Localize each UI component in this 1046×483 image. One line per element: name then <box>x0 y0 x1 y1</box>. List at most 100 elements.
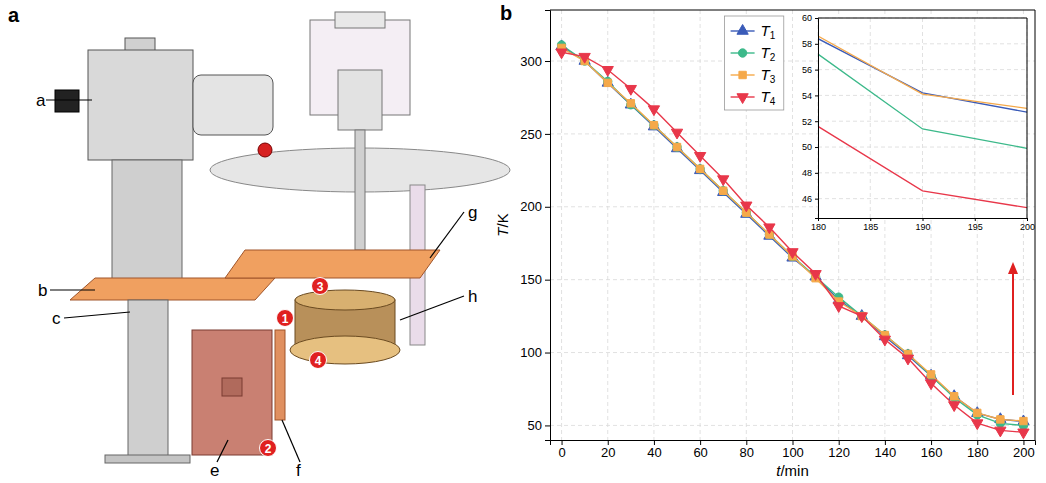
grid-line-y <box>818 43 1027 44</box>
series-marker <box>556 49 567 59</box>
x-tick-label: 180 <box>967 445 989 460</box>
x-tick: 0 <box>558 440 565 460</box>
legend: T1T2T3T4 <box>725 16 784 110</box>
series-marker <box>972 407 983 417</box>
series-marker <box>696 165 703 172</box>
x-axis-title: t/min <box>776 462 809 479</box>
frame-top <box>550 10 1035 11</box>
connector <box>55 90 79 112</box>
pointer-arrow-head <box>1008 262 1018 274</box>
x-tick-label: 60 <box>693 445 707 460</box>
series-marker <box>972 420 983 430</box>
actuator-cylinder <box>338 70 382 130</box>
y-tick: 200 <box>520 199 550 214</box>
series-line <box>818 54 1027 148</box>
y-tick-mark <box>815 121 818 122</box>
x-tick-mark <box>1027 218 1028 221</box>
x-tick-label: 190 <box>915 222 930 232</box>
grid <box>818 18 1027 218</box>
y-tick-mark <box>815 199 818 200</box>
grid-line-y <box>818 172 1027 173</box>
series-marker <box>625 85 636 95</box>
x-tick: 200 <box>1013 440 1035 460</box>
series-marker <box>949 402 960 412</box>
legend-label: T4 <box>761 88 776 107</box>
y-tick-mark <box>545 207 550 208</box>
series-marker <box>833 303 844 313</box>
y-axis: 50100150200250300 <box>520 11 550 441</box>
y-tick-mark <box>815 95 818 96</box>
x-tick: 180 <box>811 218 826 232</box>
y-tick-mark <box>545 134 550 135</box>
grid-line-y <box>550 279 1035 280</box>
x-tick-label: 185 <box>863 222 878 232</box>
series-marker <box>764 224 775 234</box>
part-label: h <box>468 287 477 306</box>
series-marker <box>604 77 612 85</box>
grid-line-y <box>818 18 1027 19</box>
series-line <box>818 36 1027 108</box>
y-tick: 58 <box>802 39 818 49</box>
x-tick: 20 <box>601 440 615 460</box>
x-tick: 190 <box>915 218 930 232</box>
sensor-label: 2 <box>265 442 272 456</box>
grid-line-x <box>700 10 701 440</box>
y-tick: 52 <box>802 117 818 127</box>
series-marker <box>997 416 1004 423</box>
y-tick-label: 48 <box>802 168 812 178</box>
leader-line <box>430 212 464 258</box>
sensor-label: 4 <box>315 354 322 368</box>
x-tick-label: 80 <box>740 445 754 460</box>
y-tick-label: 46 <box>802 194 812 204</box>
series-marker <box>650 121 657 128</box>
actuator-top <box>335 12 385 28</box>
series-marker <box>950 393 957 400</box>
column <box>112 160 182 280</box>
grid-line-y <box>818 95 1027 96</box>
grid-line-x <box>561 10 562 440</box>
y-tick: 46 <box>802 194 818 204</box>
bottom-flange <box>105 455 190 463</box>
x-tick-label: 40 <box>647 445 661 460</box>
legend-label: T1 <box>761 22 776 41</box>
series-marker <box>719 187 727 195</box>
frame-top <box>818 18 1027 19</box>
y-tick-mark <box>815 173 818 174</box>
y-tick-mark <box>815 18 818 19</box>
legend-box <box>725 16 784 110</box>
series-marker <box>625 98 636 108</box>
series-marker <box>949 390 960 400</box>
y-tick: 150 <box>520 272 550 287</box>
grid-line-x <box>922 18 923 218</box>
y-tick-mark <box>545 425 550 426</box>
thermal-link <box>275 330 285 420</box>
valve <box>258 143 272 157</box>
leader-line <box>400 296 464 320</box>
x-tick-label: 100 <box>782 445 804 460</box>
x-tick: 100 <box>782 440 804 460</box>
sensor-marker <box>312 278 329 295</box>
y-tick-label: 60 <box>802 13 812 23</box>
lower-column <box>128 300 168 458</box>
y-tick: 50 <box>528 418 550 433</box>
leader-line <box>50 289 95 290</box>
sensor-label: 1 <box>282 312 289 326</box>
pointer-arrow <box>1012 272 1014 395</box>
series-marker <box>627 100 634 107</box>
x-tick: 160 <box>921 440 943 460</box>
sensor-label: 3 <box>317 280 324 294</box>
y-tick-mark <box>815 147 818 148</box>
panel-label: a <box>8 4 20 26</box>
series-marker <box>950 394 958 402</box>
y-tick-mark <box>545 280 550 281</box>
series-marker <box>1018 429 1029 439</box>
series-marker <box>627 101 635 109</box>
y-axis-line <box>545 11 551 441</box>
grid-line-y <box>550 352 1035 353</box>
x-tick: 200 <box>1020 218 1035 232</box>
cryocooler <box>88 50 193 160</box>
series-marker <box>974 409 981 416</box>
diagram-panel: abcefgh1234 <box>36 12 510 480</box>
figure: abcefgh1234ab020406080100120140160180200… <box>0 0 1046 483</box>
series-marker <box>602 67 613 77</box>
